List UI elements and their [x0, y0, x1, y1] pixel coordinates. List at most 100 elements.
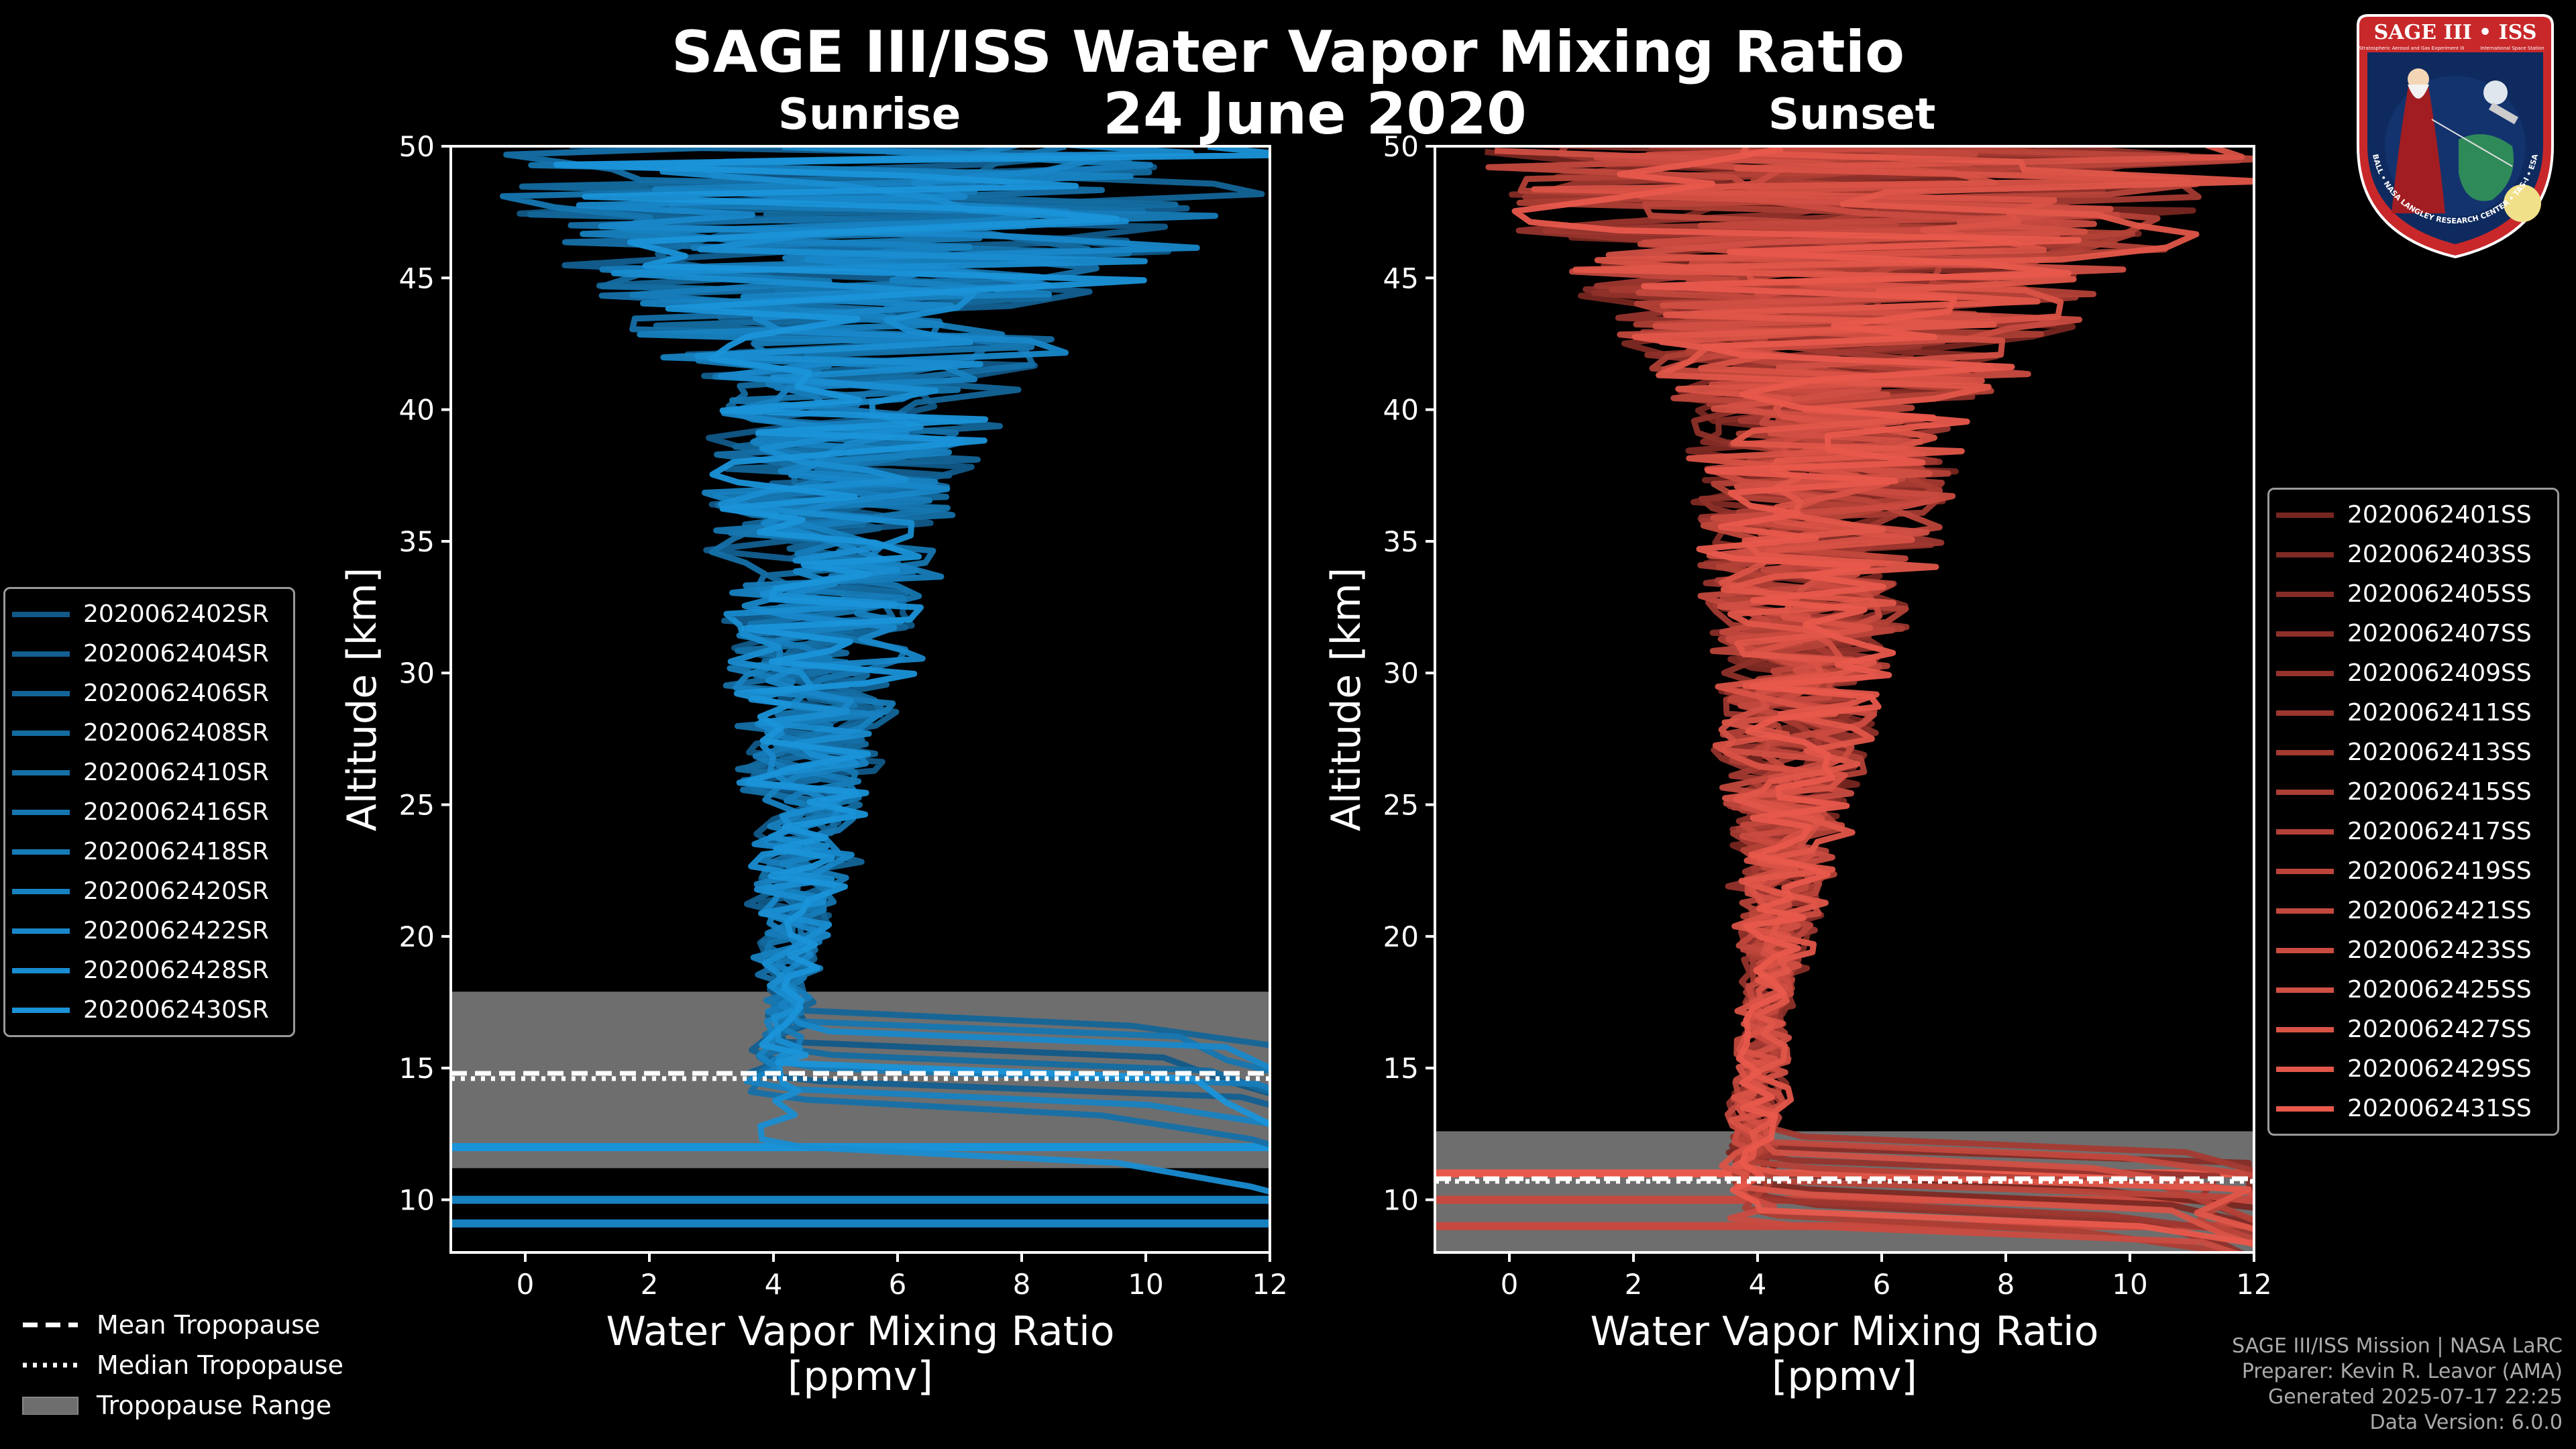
- tropopause-range-legend-item: Tropopause Range: [20, 1385, 343, 1426]
- legend-label: 2020062409SS: [2347, 659, 2532, 687]
- sunset-x-tick-label: 2: [1625, 1268, 1643, 1301]
- sunrise-x-tick-label: 10: [1128, 1268, 1163, 1301]
- legend-swatch: [12, 690, 70, 696]
- legend-item-2020062423SS: 2020062423SS: [2269, 930, 2557, 970]
- legend-swatch: [12, 928, 70, 934]
- legend-label: 2020062404SR: [83, 640, 269, 667]
- legend-item-2020062408SR: 2020062408SR: [5, 713, 293, 753]
- legend-swatch: [2276, 868, 2334, 874]
- sunset-x-axis-units: [ppmv]: [1772, 1353, 1917, 1400]
- legend-swatch: [2276, 512, 2334, 518]
- legend-item-2020062405SS: 2020062405SS: [2269, 574, 2557, 614]
- legend-label: 2020062401SS: [2347, 501, 2532, 529]
- legend-label: 2020062420SR: [83, 877, 269, 905]
- footer-credits: SAGE III/ISS Mission | NASA LaRC Prepare…: [2232, 1334, 2563, 1436]
- sunrise-plot: 0 2 4 6 8 10 12 10 15 20 25 30 35 40 45 50 Water Vapor M…: [339, 130, 1288, 1400]
- sunrise-y-tick-label: 25: [399, 789, 435, 822]
- legend-swatch: [12, 769, 70, 775]
- sunrise-panel-title: Sunrise: [778, 90, 961, 140]
- legend-swatch: [12, 967, 70, 973]
- legend-swatch: [2276, 1066, 2334, 1072]
- sunset-y-tick-label: 15: [1383, 1052, 1419, 1085]
- sunrise-y-axis-label: Altitude [km]: [339, 568, 386, 832]
- legend-swatch: [2276, 1026, 2334, 1032]
- legend-swatch: [2276, 710, 2334, 716]
- legend-swatch: [2276, 789, 2334, 795]
- mean-tropopause-legend-item: Mean Tropopause: [20, 1305, 343, 1345]
- legend-swatch: [2276, 908, 2334, 914]
- sunset-y-tick-label: 30: [1383, 657, 1419, 690]
- chart-date: 24 June 2020: [1103, 80, 1527, 148]
- legend-swatch: [2276, 749, 2334, 755]
- sunrise-x-tick-label: 8: [1013, 1268, 1031, 1301]
- sunset-y-tick-label: 20: [1383, 920, 1419, 953]
- footer-line-mission: SAGE III/ISS Mission | NASA LaRC: [2232, 1334, 2563, 1358]
- footer-line-generated: Generated 2025-07-17 22:25: [2267, 1385, 2563, 1409]
- sunset-y-tick-label: 35: [1383, 525, 1419, 558]
- legend-label: 2020062415SS: [2347, 778, 2532, 806]
- legend-label: 2020062402SR: [83, 600, 269, 628]
- legend-item-2020062406SR: 2020062406SR: [5, 674, 293, 713]
- legend-swatch: [2276, 987, 2334, 993]
- legend-swatch: [2276, 947, 2334, 953]
- mean-tropopause-label: Mean Tropopause: [97, 1310, 321, 1340]
- legend-item-2020062415SS: 2020062415SS: [2269, 772, 2557, 812]
- sunset-x-tick-label: 8: [1997, 1268, 2015, 1301]
- legend-label: 2020062407SS: [2347, 620, 2532, 647]
- legend-label: 2020062418SR: [83, 838, 269, 865]
- sunrise-x-axis-units: [ppmv]: [788, 1353, 933, 1400]
- legend-item-2020062422SR: 2020062422SR: [5, 911, 293, 951]
- legend-swatch: [12, 651, 70, 657]
- sunset-y-tick-label: 25: [1383, 789, 1419, 822]
- legend-item-2020062410SR: 2020062410SR: [5, 753, 293, 792]
- sunrise-y-tick-label: 20: [399, 920, 435, 953]
- sunrise-y-tick-label: 30: [399, 657, 435, 690]
- sunrise-x-tick-label: 4: [765, 1268, 783, 1301]
- legend-item-2020062403SS: 2020062403SS: [2269, 535, 2557, 574]
- legend-label: 2020062423SS: [2347, 936, 2532, 964]
- sunset-x-axis-label: Water Vapor Mixing Ratio: [1591, 1308, 2099, 1355]
- sunrise-legend: 2020062402SR 2020062404SR 2020062406SR 2020…: [3, 587, 295, 1037]
- legend-swatch: [12, 809, 70, 815]
- legend-label: 2020062406SR: [83, 680, 269, 707]
- legend-item-2020062417SS: 2020062417SS: [2269, 812, 2557, 851]
- legend-label: 2020062429SS: [2347, 1055, 2532, 1083]
- profile-2020062428SR: [610, 146, 1270, 1195]
- legend-item-2020062425SS: 2020062425SS: [2269, 970, 2557, 1010]
- sunrise-y-tick-label: 35: [399, 525, 435, 558]
- legend-item-2020062416SR: 2020062416SR: [5, 792, 293, 832]
- legend-item-2020062402SR: 2020062402SR: [5, 594, 293, 634]
- legend-item-2020062418SR: 2020062418SR: [5, 832, 293, 871]
- sunset-y-tick-label: 50: [1383, 130, 1419, 163]
- legend-label: 2020062419SS: [2347, 857, 2532, 885]
- sunset-axes-frame: [1434, 145, 2255, 1254]
- logo-sub-left: Stratospheric Aerosol and Gas Experiment…: [2359, 46, 2464, 51]
- legend-item-2020062413SS: 2020062413SS: [2269, 733, 2557, 772]
- profile-2020062429SS: [1572, 146, 2254, 1232]
- legend-label: 2020062421SS: [2347, 897, 2532, 924]
- legend-label: 2020062422SR: [83, 917, 269, 945]
- sunrise-y-tick-label: 40: [399, 394, 435, 427]
- logo-top-text: SAGE III • ISS: [2374, 21, 2537, 44]
- legend-item-2020062431SS: 2020062431SS: [2269, 1089, 2557, 1128]
- legend-item-2020062401SS: 2020062401SS: [2269, 495, 2557, 535]
- legend-swatch: [12, 730, 70, 736]
- sunrise-profiles: [451, 146, 1270, 1228]
- sunrise-x-tick-label: 2: [641, 1268, 659, 1301]
- sunrise-y-tick-label: 45: [399, 262, 435, 294]
- median-tropopause-label: Median Tropopause: [97, 1350, 343, 1380]
- legend-label: 2020062410SR: [83, 759, 269, 786]
- legend-item-2020062407SS: 2020062407SS: [2269, 614, 2557, 653]
- legend-swatch: [2276, 1106, 2334, 1112]
- sunset-x-tick-label: 6: [1873, 1268, 1891, 1301]
- sunset-y-axis-label: Altitude [km]: [1323, 568, 1370, 832]
- legend-item-2020062429SS: 2020062429SS: [2269, 1049, 2557, 1089]
- footer-line-preparer: Preparer: Kevin R. Leavor (AMA): [2241, 1360, 2563, 1383]
- sunset-plot: 0 2 4 6 8 10 12 10 15 20 25 30 35 40 45 50 Water Vapor M…: [1323, 130, 2272, 1400]
- sunrise-x-axis-label: Water Vapor Mixing Ratio: [606, 1308, 1115, 1355]
- legend-swatch: [12, 849, 70, 855]
- legend-item-2020062419SS: 2020062419SS: [2269, 851, 2557, 891]
- sunset-x-tick-label: 12: [2236, 1268, 2271, 1301]
- sunrise-x-tick-label: 6: [889, 1268, 907, 1301]
